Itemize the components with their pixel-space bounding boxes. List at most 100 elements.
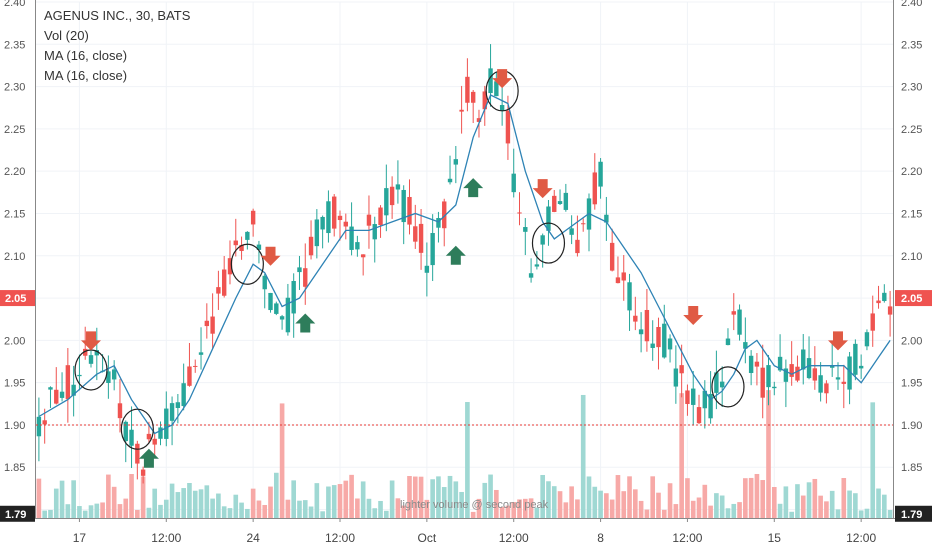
sell-arrow-icon [81, 331, 102, 351]
candle-body [164, 408, 169, 439]
volume-indicator-label[interactable]: Vol (20) [44, 28, 89, 43]
candle-body [627, 282, 632, 311]
volume-bar [690, 500, 696, 518]
volume-bar [482, 482, 488, 518]
volume-bar [563, 502, 569, 518]
volume-bar [760, 480, 766, 518]
candle-body [285, 297, 291, 333]
volume-bar [297, 500, 302, 518]
volume-bar [441, 487, 447, 518]
volume-bar [459, 491, 464, 518]
volume-bar [210, 498, 215, 518]
candle-body [146, 433, 152, 440]
candle-body [71, 384, 76, 396]
candle-body [482, 91, 487, 110]
volume-bar [528, 498, 534, 518]
last-price-tag-right [895, 290, 932, 307]
candle-body [94, 350, 100, 356]
candle-body [59, 391, 65, 398]
candle-body [754, 361, 760, 367]
volume-bar [181, 488, 186, 518]
volume-bar [876, 488, 881, 518]
volume-bar [216, 493, 221, 518]
candle-body [111, 369, 117, 380]
candle-body [372, 224, 377, 240]
volume-bar [227, 508, 233, 518]
volume-bar [262, 504, 268, 518]
candle-body [812, 368, 818, 381]
low-price-tag-text-left: 1.79 [5, 509, 26, 521]
volume-bar [633, 489, 638, 518]
candle-body [88, 355, 94, 364]
candle-body [795, 366, 800, 381]
ma-indicator-label-1[interactable]: MA (16, close) [44, 48, 128, 63]
volume-bar [806, 482, 812, 518]
volume-bar [256, 500, 262, 518]
candle-body [274, 303, 279, 314]
candle-body [517, 212, 522, 214]
volume-bar [592, 486, 598, 518]
candle-body [117, 403, 123, 419]
volume-bar [355, 498, 360, 518]
candle-body [465, 76, 470, 103]
candle-body [887, 306, 893, 315]
volume-bar [198, 489, 204, 518]
candle-body [714, 372, 719, 393]
candle-body [54, 389, 59, 404]
last-price-tag-text-right: 2.05 [901, 293, 922, 305]
ma-indicator-label-2[interactable]: MA (16, close) [44, 68, 128, 83]
candle-body [847, 356, 852, 390]
candle-body [864, 332, 870, 347]
volume-bar [94, 503, 100, 518]
volume-bar [615, 475, 621, 518]
chart-legend: AGENUS INC., 30, BATS Vol (20) MA (16, c… [44, 6, 190, 86]
volume-bar [279, 403, 285, 518]
y-tick-label-right: 1.90 [901, 420, 922, 432]
candle-body [789, 364, 794, 377]
volume-bar [372, 508, 378, 518]
volume-bar [378, 500, 383, 518]
volume-bar [100, 502, 105, 518]
candle-body [418, 223, 424, 253]
candle-body [314, 219, 320, 247]
sell-arrow-icon [827, 331, 848, 351]
low-price-tag-right [895, 505, 932, 522]
volume-bar [685, 478, 690, 518]
sell-arrow-icon [260, 246, 281, 266]
volume-bar [389, 480, 395, 518]
candle-body [158, 427, 163, 439]
candle-body [563, 192, 569, 210]
volume-bar [864, 508, 870, 518]
candle-body [760, 367, 765, 398]
candle-body [858, 365, 864, 369]
candle-body [731, 311, 736, 315]
candle-body [743, 342, 748, 349]
x-tick-label: 8 [597, 531, 604, 545]
candle-body [366, 214, 372, 226]
x-tick-label: 12:00 [672, 531, 702, 545]
candle-body [546, 206, 551, 231]
candle-body [326, 201, 331, 234]
volume-bar [192, 490, 198, 518]
volume-bar [395, 498, 401, 518]
candle-body [557, 201, 563, 204]
volume-bar [239, 502, 244, 518]
moving-average-line [38, 94, 891, 435]
candle-body [401, 189, 406, 223]
candle-body [239, 244, 244, 251]
y-tick-label-right: 2.20 [901, 166, 922, 178]
candle-body [395, 184, 401, 190]
volume-bar [604, 493, 609, 518]
volume-bar [221, 506, 227, 518]
volume-bar [853, 493, 858, 518]
volume-bar [436, 476, 441, 518]
candle-body [303, 268, 308, 287]
candle-body [876, 300, 881, 304]
volume-bar [366, 498, 372, 518]
candle-body [592, 172, 597, 205]
volume-bar [737, 502, 742, 518]
volume-bar [146, 507, 152, 518]
candle-body [598, 161, 603, 187]
candle-body [389, 186, 395, 206]
